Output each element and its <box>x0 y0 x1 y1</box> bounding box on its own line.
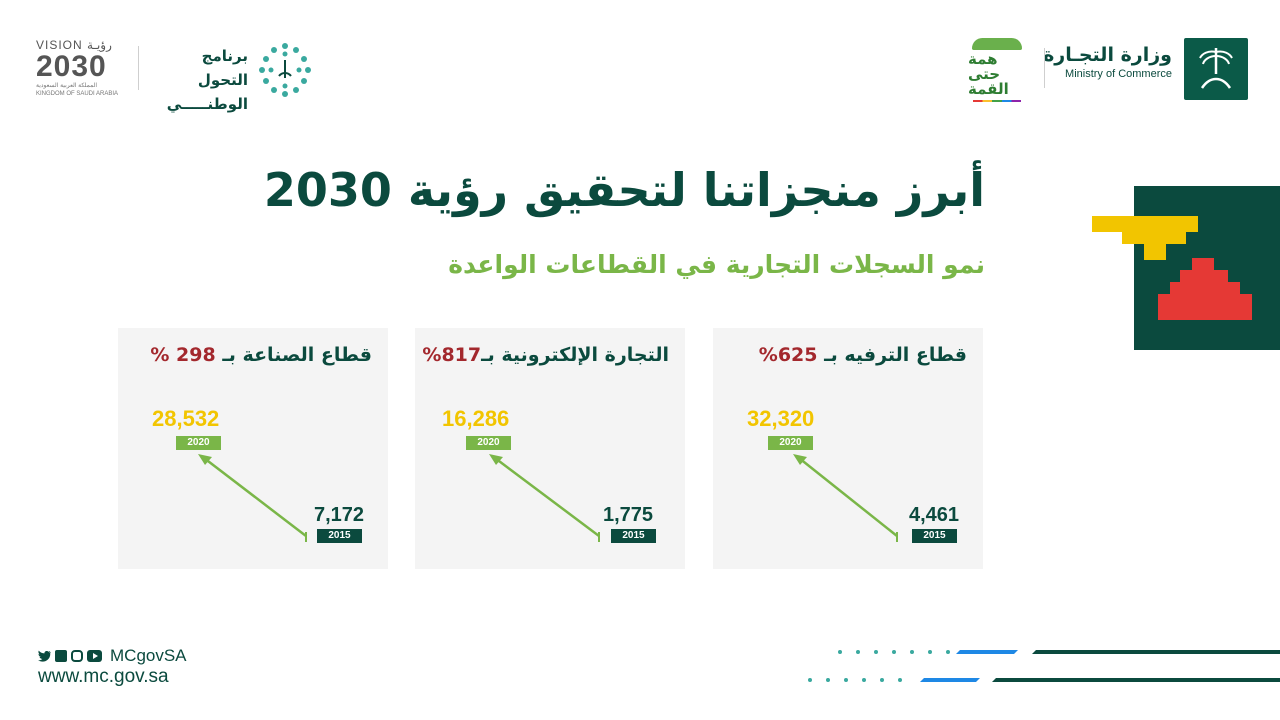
summit-mountain-icon <box>972 38 1022 51</box>
footer-decorative-lines <box>808 650 1280 682</box>
instagram-icon[interactable] <box>71 650 83 662</box>
vision-label: VISION رؤيـة <box>36 38 112 52</box>
ntp-line-1: برنامج التحول <box>197 47 248 89</box>
year-2020-badge: 2020 <box>176 436 221 450</box>
card-title: قطاع الترفيه بـ 625% <box>759 344 967 366</box>
value-2015: 1,775 <box>603 504 654 526</box>
twitter-icon[interactable] <box>38 650 51 662</box>
decorative-pattern <box>1092 186 1280 350</box>
value-2015: 4,461 <box>909 504 960 526</box>
growth-arrow-icon <box>793 454 898 542</box>
social-handle[interactable]: MCgovSA <box>110 646 187 665</box>
social-links: MCgovSA <box>38 646 187 666</box>
card-label: قطاع الصناعة بـ <box>222 344 372 366</box>
year-2015-badge: 2015 <box>317 529 362 543</box>
value-2020: 28,532 <box>152 406 220 431</box>
growth-percentage: 625% <box>758 344 818 366</box>
growth-percentage: 298 % <box>150 344 216 366</box>
national-transformation-program-logo: برنامج التحول الوطنـــــي <box>150 40 320 113</box>
facebook-icon[interactable] <box>55 650 67 662</box>
value-2020: 32,320 <box>747 406 815 431</box>
vision-2030-logo: VISION رؤيـة 2030 المملكة العربية السعود… <box>36 38 132 104</box>
value-2015: 7,172 <box>314 504 365 526</box>
year-2020-badge: 2020 <box>768 436 813 450</box>
header-divider <box>1044 48 1045 88</box>
growth-arrow-icon <box>489 454 600 542</box>
summit-color-strip <box>973 100 1021 102</box>
growth-arrow-icon <box>198 454 307 542</box>
card-title: قطاع الصناعة بـ 298 % <box>150 344 372 366</box>
card-label: التجارة الإلكترونية بـ <box>481 344 669 366</box>
vision-year: 2030 <box>36 50 107 83</box>
vision-divider <box>138 46 139 90</box>
year-2015-badge: 2015 <box>611 529 656 543</box>
page-subtitle: نمو السجلات التجارية في القطاعات الواعدة <box>448 250 985 279</box>
value-2020: 16,286 <box>442 406 510 431</box>
youtube-icon[interactable] <box>87 650 102 662</box>
card-title: التجارة الإلكترونية بـ817% <box>422 344 669 366</box>
ntp-line-2: الوطنـــــي <box>166 95 248 113</box>
vision-kingdom-arabic: المملكة العربية السعودية <box>36 83 98 89</box>
summit-text: همة حتى القمة <box>968 50 1009 99</box>
ntp-star-icon <box>259 43 311 97</box>
website-link[interactable]: www.mc.gov.sa <box>38 666 169 687</box>
year-2015-badge: 2015 <box>912 529 957 543</box>
ministry-name-english: Ministry of Commerce <box>1065 68 1172 80</box>
ministry-name-arabic: وزارة التجـارة <box>1043 44 1172 66</box>
card-label: قطاع الترفيه بـ <box>824 344 967 366</box>
sector-card-industry: قطاع الصناعة بـ 298 % 28,532 2020 7,172 … <box>118 328 388 569</box>
page-title: أبرز منجزاتنا لتحقيق رؤية 2030 <box>263 163 985 217</box>
vision-kingdom-english: KINGDOM OF SAUDI ARABIA <box>36 91 119 97</box>
summit-logo: همة حتى القمة <box>968 38 1026 102</box>
sector-card-entertainment: قطاع الترفيه بـ 625% 32,320 2020 4,461 2… <box>713 328 983 569</box>
growth-percentage: 817% <box>422 344 482 366</box>
saudi-emblem-icon <box>1184 38 1248 100</box>
year-2020-badge: 2020 <box>466 436 511 450</box>
ministry-of-commerce-logo: وزارة التجـارة Ministry of Commerce <box>1043 38 1248 102</box>
sector-card-ecommerce: التجارة الإلكترونية بـ817% 16,286 2020 1… <box>415 328 685 569</box>
